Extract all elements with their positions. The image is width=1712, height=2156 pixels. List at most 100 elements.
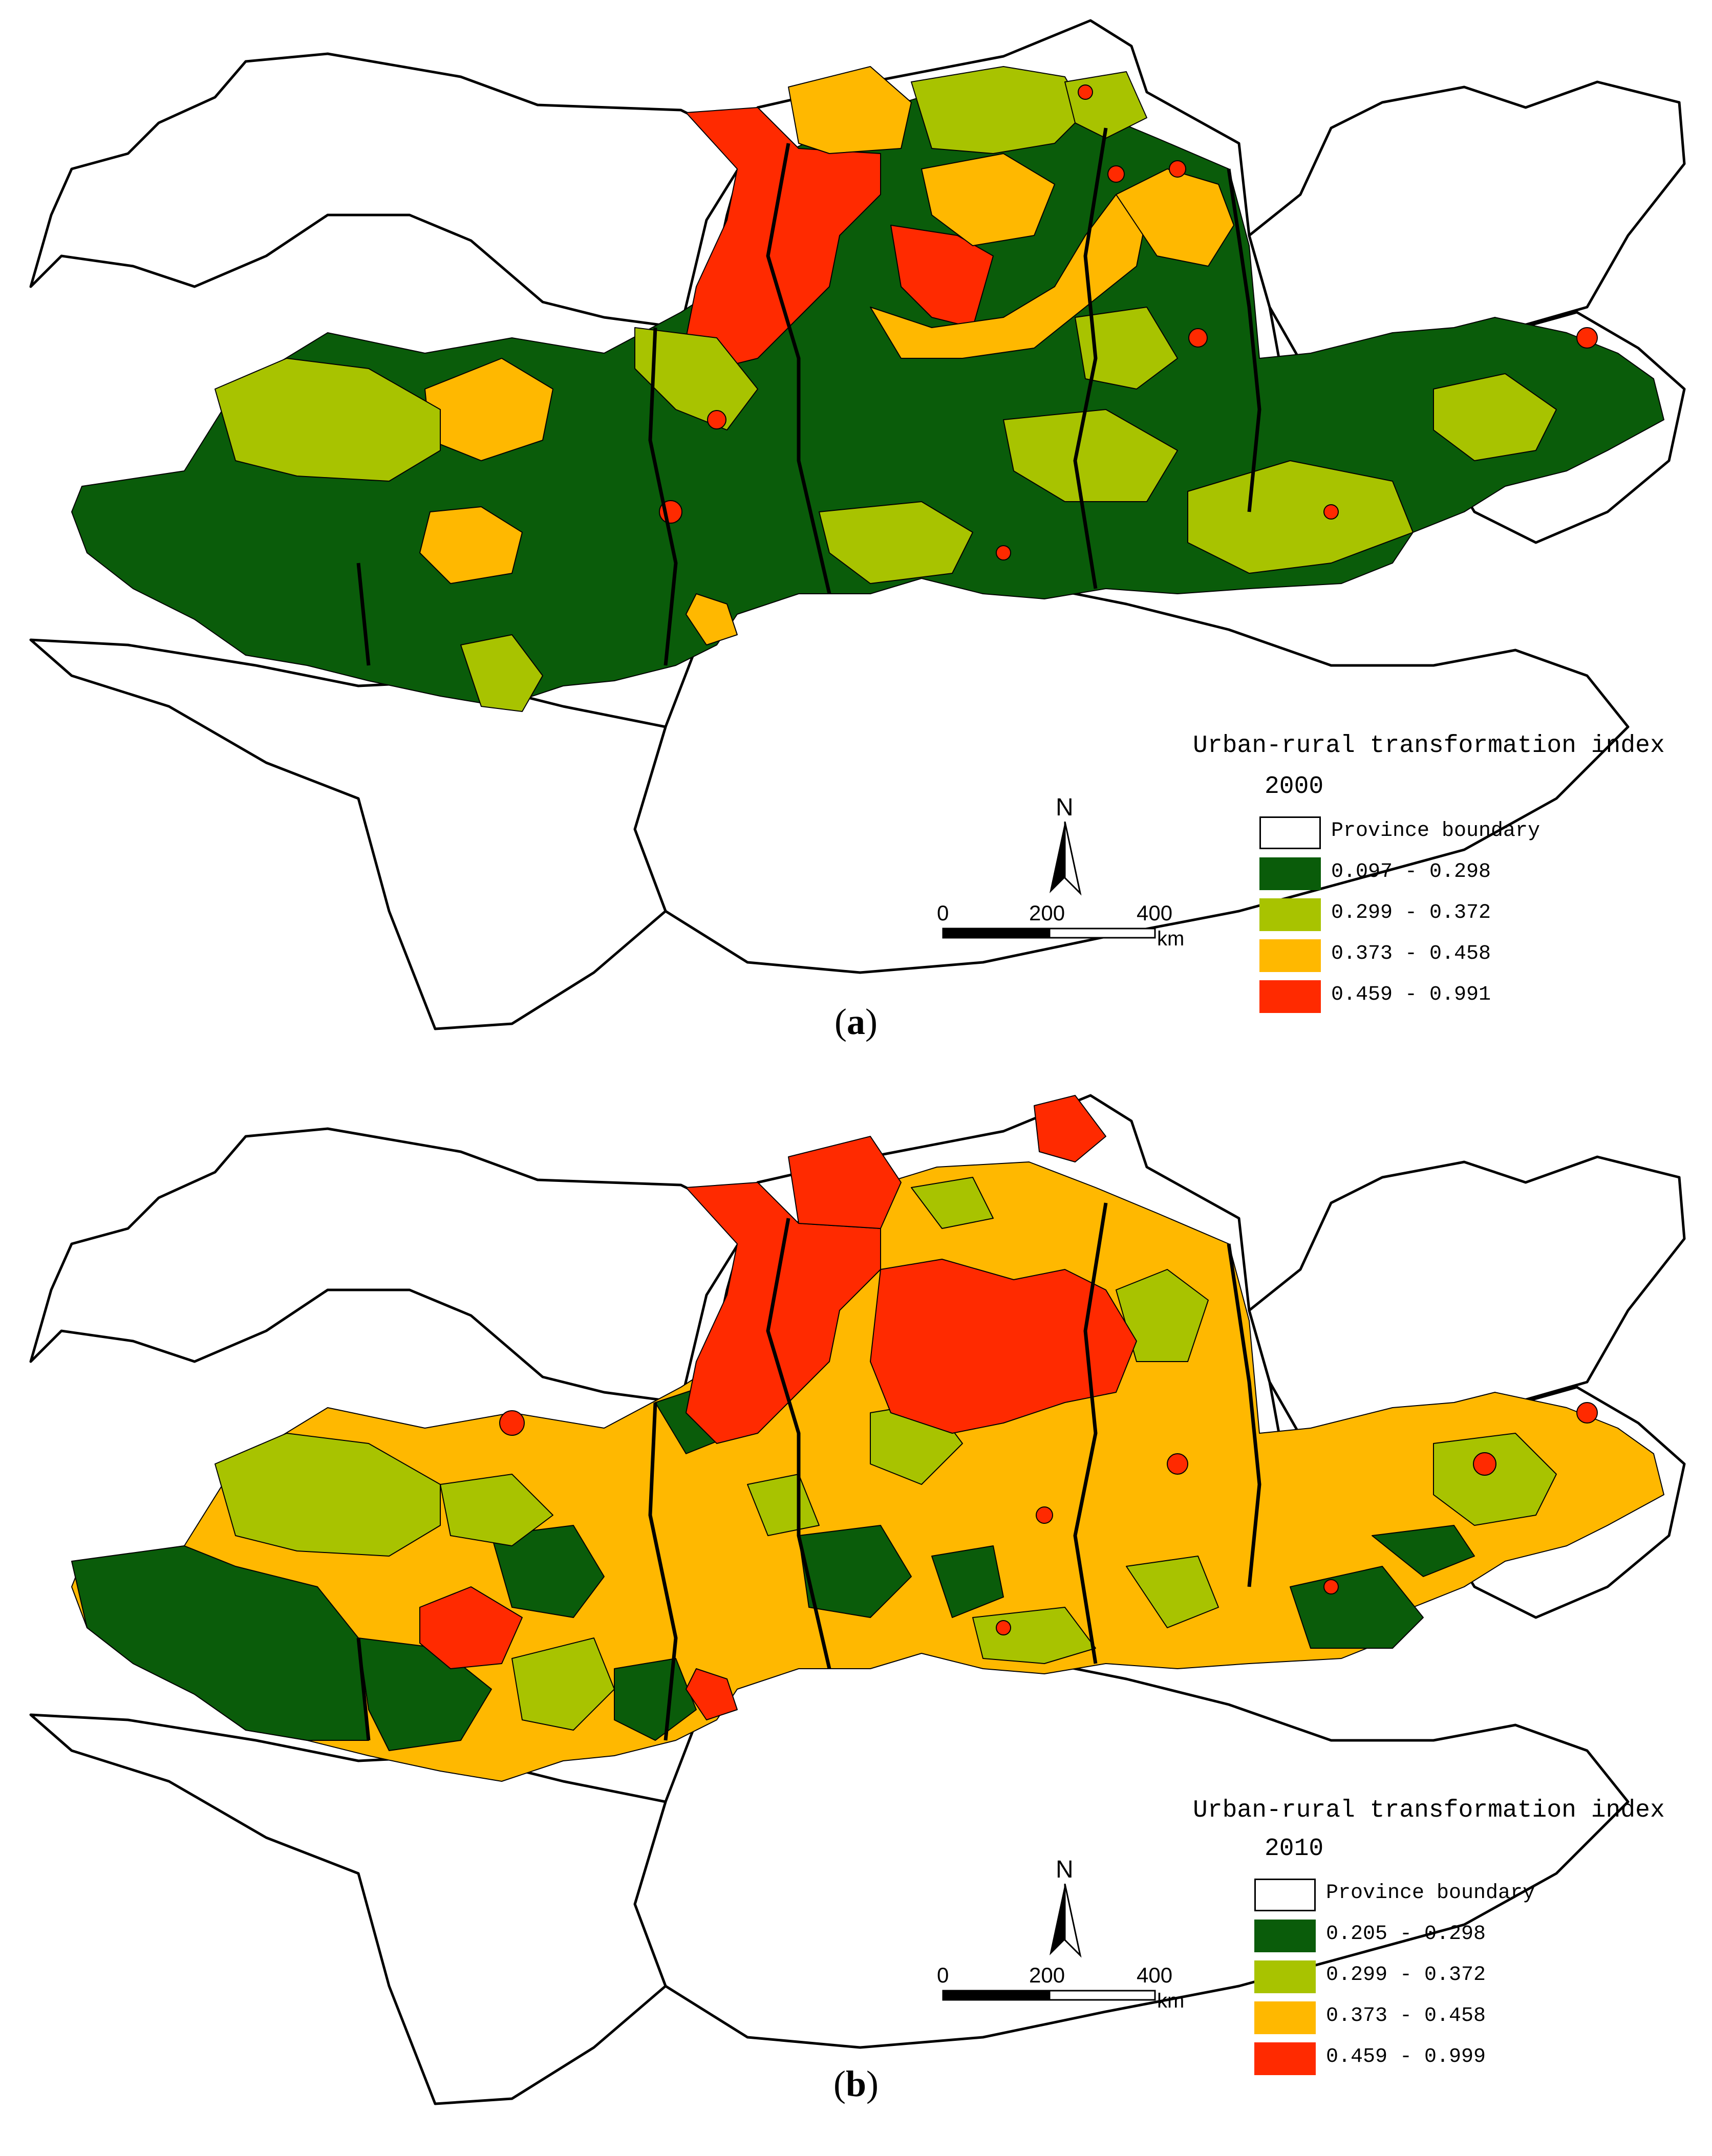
legend-title: Urban-rural transformation index [1193,1797,1665,1824]
scale-bar-graphic [942,928,1156,939]
legend-label: 0.373 - 0.458 [1326,2004,1486,2028]
choropleth-map-2010 [29,1094,1686,2105]
region-lightgreen-3 [511,1637,615,1731]
scale-unit: km [1157,1990,1185,2012]
region-lightgreen-3 [215,358,441,482]
region-red-dot [1323,1579,1339,1594]
scale-tick-400: 400 [1137,901,1173,925]
legend-year: 2000 [1265,773,1324,801]
panel-letter: b [845,2063,867,2104]
region-red-dot [996,545,1011,560]
region-red-dot [1188,328,1208,348]
region-red-dot [1167,1453,1188,1475]
region-red-dot [1169,160,1186,178]
legend-title: Urban-rural transformation index [1193,732,1665,760]
north-arrow-icon [1050,822,1082,896]
region-red-dot [499,1410,525,1436]
region-lightgreen-6 [1003,409,1178,502]
legend-swatch [1259,939,1321,972]
panel-label-b: (b) [833,2063,879,2104]
scale-tick-400: 400 [1137,1963,1173,1987]
map-panel-b: Urban-rural transformation index 2010 Pr… [0,1075,1712,2129]
panel-label-a: (a) [834,1001,878,1042]
region-lightgreen-5 [634,327,758,430]
legend-label: 0.097 - 0.298 [1331,860,1491,883]
north-letter: N [1056,1856,1074,1883]
legend-swatch [1254,1879,1316,1911]
province-northwest [29,1127,754,1404]
region-red-dot [1036,1506,1053,1524]
legend-label: 0.459 - 0.991 [1331,983,1491,1006]
region-lightgreen-6 [1433,1433,1557,1526]
region-lightgreen-2 [440,1474,553,1546]
region-darkgreen-4 [614,1658,697,1741]
legend-year: 2010 [1265,1835,1324,1863]
legend-swatch [1254,2001,1316,2034]
region-yellow-7 [686,593,738,645]
scale-tick-200: 200 [1029,1963,1065,1987]
province-northwest [29,52,754,329]
scale-bar-graphic [942,1990,1156,2001]
region-yellow-1 [788,66,912,154]
legend-label: 0.459 - 0.999 [1326,2045,1486,2068]
region-lightgreen-7 [1187,460,1414,574]
province-south-central [633,1647,1630,2049]
north-arrow: N [1044,793,1085,896]
region-red-dot [996,1620,1011,1635]
region-red-dot [1576,327,1598,349]
region-red-dot [1078,84,1093,100]
north-arrow-icon [1050,1884,1082,1958]
legend-label: 0.205 - 0.298 [1326,1923,1486,1946]
region-red-dot [1473,1452,1496,1476]
region-darkgreen-west [71,1545,369,1741]
legend-label: Province boundary [1331,820,1540,843]
region-red-south [686,1668,738,1720]
legend-label: 0.299 - 0.372 [1331,901,1491,924]
region-lightgreen-10 [911,1177,994,1229]
panel-letter: a [847,1001,865,1042]
north-letter: N [1056,794,1074,821]
scale-tick-0: 0 [937,1963,949,1987]
region-yellow-6 [419,506,523,584]
choropleth-map-2000 [29,19,1686,1030]
region-red-dot [1323,504,1339,520]
legend-label: 0.299 - 0.372 [1326,1964,1486,1987]
legend-swatch [1254,2042,1316,2075]
region-lightgreen-4 [460,634,543,712]
scale-tick-200: 200 [1029,901,1065,925]
legend-swatch [1254,1960,1316,1993]
legend-swatch [1254,1920,1316,1952]
region-red-dot [707,410,726,429]
scale-bar: 0 200 400 km [937,1963,1193,2024]
region-darkgreen-6 [931,1545,1004,1618]
region-yellow-2 [921,153,1055,246]
legend-label: Province boundary [1326,1882,1535,1905]
region-lightgreen-1 [911,66,1086,154]
scale-tick-0: 0 [937,901,949,925]
region-red-dot [1576,1402,1598,1424]
region-lightgreen-9 [747,1474,820,1536]
region-yellow-4 [1116,168,1234,267]
region-lightgreen-9 [1433,373,1557,461]
legend-label: 0.373 - 0.458 [1331,942,1491,965]
legend-swatch [1259,898,1321,931]
legend-swatch [1259,857,1321,890]
region-lightgreen-8 [1126,1556,1219,1628]
legend-swatch [1259,816,1321,849]
legend-swatch [1259,980,1321,1013]
region-red-north-b [788,1136,902,1229]
region-red-central [870,1259,1137,1434]
province-south-central [633,572,1630,974]
north-arrow: N [1044,1856,1085,1958]
province-southwest [29,638,667,1030]
scale-unit: km [1157,928,1185,950]
province-southwest [29,1713,667,2105]
region-darkgreen-3 [491,1525,605,1618]
region-darkgreen-8 [1372,1525,1475,1577]
region-red-dot [1107,165,1125,183]
region-red-sw [419,1586,523,1669]
scale-bar: 0 200 400 km [937,901,1193,962]
region-lightgreen-8 [819,501,973,584]
region-darkgreen-5 [798,1525,912,1618]
region-lightgreen-10 [1075,307,1178,390]
